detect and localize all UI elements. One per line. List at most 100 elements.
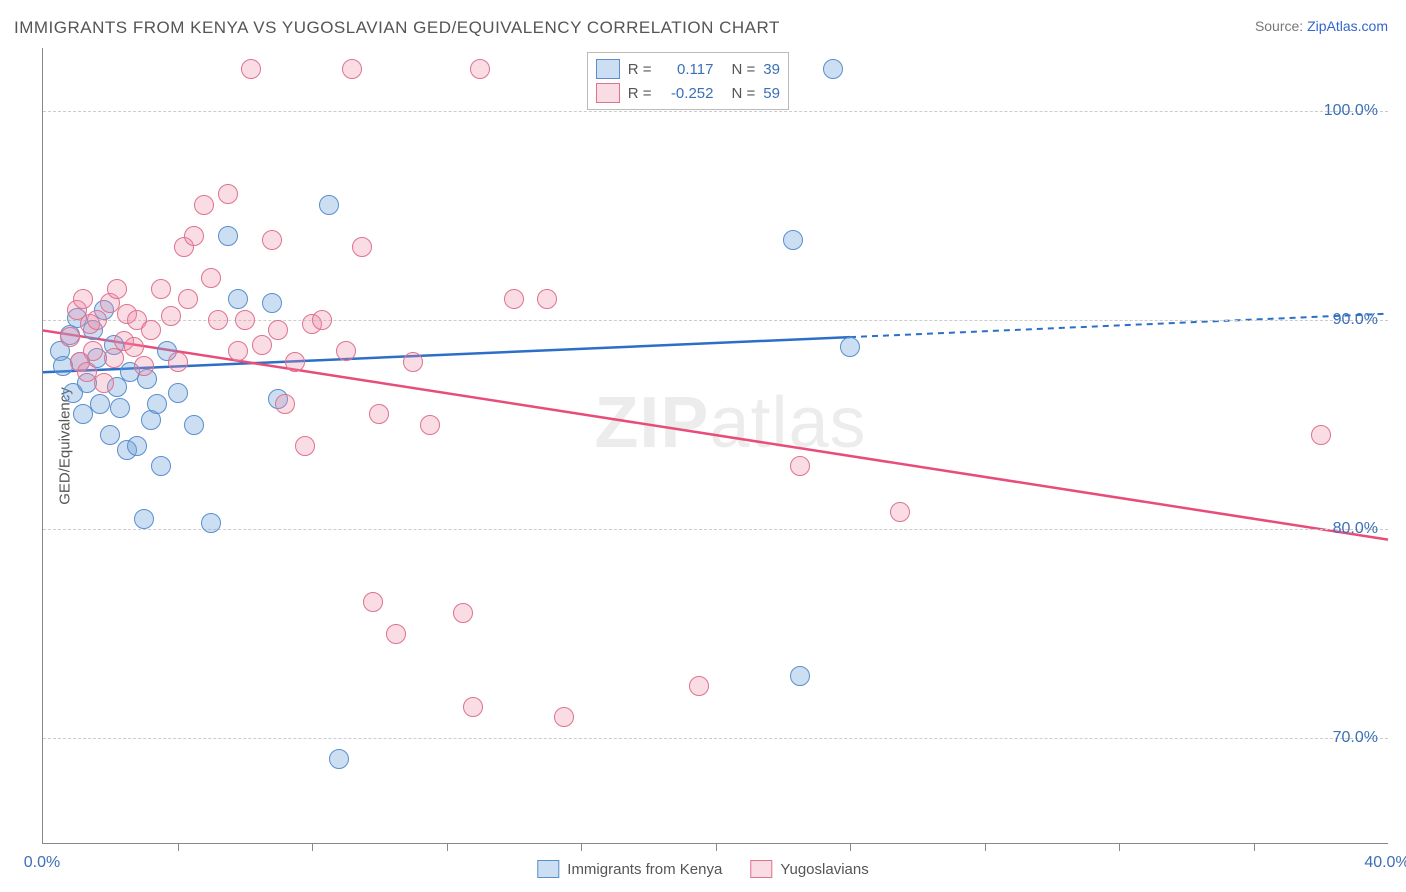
yugoslavian-point	[453, 603, 473, 623]
kenya-point	[218, 226, 238, 246]
kenya-point	[100, 425, 120, 445]
yugoslavian-point	[235, 310, 255, 330]
kenya-point	[184, 415, 204, 435]
y-tick-label: 70.0%	[1333, 729, 1378, 747]
gridline	[43, 738, 1388, 739]
yugoslavian-point	[228, 341, 248, 361]
yugoslavian-point	[94, 373, 114, 393]
chart-title: IMMIGRANTS FROM KENYA VS YUGOSLAVIAN GED…	[14, 18, 780, 38]
x-tick	[447, 843, 448, 851]
n-label: N =	[731, 85, 755, 102]
r-label: R =	[628, 85, 652, 102]
yugoslavian-point	[352, 237, 372, 257]
yugoslavian-point	[790, 456, 810, 476]
x-tick-label: 0.0%	[24, 854, 60, 872]
yugoslavian-point	[134, 356, 154, 376]
gridline	[43, 111, 1388, 112]
x-tick	[850, 843, 851, 851]
yugoslavian-point	[141, 320, 161, 340]
kenya-point	[228, 289, 248, 309]
x-tick	[1119, 843, 1120, 851]
legend-label: Immigrants from Kenya	[567, 861, 722, 878]
yugoslavian-point	[178, 289, 198, 309]
yugoslavian-point	[124, 337, 144, 357]
kenya-point	[201, 513, 221, 533]
r-label: R =	[628, 61, 652, 78]
yugoslavian-point	[201, 268, 221, 288]
yugoslavian-point	[218, 184, 238, 204]
n-value: 59	[763, 85, 780, 102]
yugoslavian-point	[184, 226, 204, 246]
x-tick	[1254, 843, 1255, 851]
legend-swatch	[537, 860, 559, 878]
x-tick	[312, 843, 313, 851]
gridline	[43, 529, 1388, 530]
source-attribution: Source: ZipAtlas.com	[1255, 18, 1388, 34]
yugoslavian-point	[275, 394, 295, 414]
kenya-point	[151, 456, 171, 476]
yugoslavian-point	[262, 230, 282, 250]
kenya-point	[840, 337, 860, 357]
x-tick	[716, 843, 717, 851]
yugoslavian-point	[295, 436, 315, 456]
yugoslavian-point	[268, 320, 288, 340]
kenya-point	[783, 230, 803, 250]
yugoslavian-point	[60, 327, 80, 347]
yugoslavian-point	[194, 195, 214, 215]
x-tick	[581, 843, 582, 851]
yugoslavian-point	[403, 352, 423, 372]
legend-swatch	[596, 83, 620, 103]
n-label: N =	[731, 61, 755, 78]
yugoslavian-point	[537, 289, 557, 309]
yugoslavian-point	[386, 624, 406, 644]
yugoslavian-point	[689, 676, 709, 696]
regression-lines	[43, 48, 1388, 843]
yugoslavian-point	[463, 697, 483, 717]
kenya-point	[127, 436, 147, 456]
yugoslavian-point	[151, 279, 171, 299]
legend-swatch	[596, 59, 620, 79]
yugoslavian-point	[342, 59, 362, 79]
kenya-point	[147, 394, 167, 414]
yugoslavian-point	[168, 352, 188, 372]
y-tick-label: 90.0%	[1333, 311, 1378, 329]
yugoslavian-point	[369, 404, 389, 424]
yugoslavian-point	[87, 310, 107, 330]
kenya-point	[168, 383, 188, 403]
kenya-point	[134, 509, 154, 529]
yugoslavian-point	[241, 59, 261, 79]
legend-item: Immigrants from Kenya	[537, 860, 722, 878]
yugoslavian-point	[252, 335, 272, 355]
yugoslavian-point	[336, 341, 356, 361]
yugoslavian-point	[83, 341, 103, 361]
yugoslavian-point	[554, 707, 574, 727]
legend-label: Yugoslavians	[780, 861, 868, 878]
correlation-legend: R = 0.117 N = 39 R = -0.252 N = 59	[587, 52, 789, 110]
yugoslavian-point	[1311, 425, 1331, 445]
yugoslavian-point	[285, 352, 305, 372]
yugoslavian-point	[470, 59, 490, 79]
yugoslavian-point	[504, 289, 524, 309]
kenya-point	[329, 749, 349, 769]
legend-item: Yugoslavians	[750, 860, 868, 878]
yugoslavian-point	[420, 415, 440, 435]
n-value: 39	[763, 61, 780, 78]
r-value: -0.252	[659, 85, 713, 102]
x-tick	[178, 843, 179, 851]
kenya-point	[262, 293, 282, 313]
yugoslavian-point	[208, 310, 228, 330]
kenya-point	[319, 195, 339, 215]
yugoslavian-point	[107, 279, 127, 299]
x-tick-label: 40.0%	[1364, 854, 1406, 872]
kenya-point	[90, 394, 110, 414]
yugoslavian-point	[312, 310, 332, 330]
source-link[interactable]: ZipAtlas.com	[1307, 18, 1388, 34]
yugoslavian-point	[161, 306, 181, 326]
kenya-point	[110, 398, 130, 418]
kenya-point	[790, 666, 810, 686]
legend-bottom: Immigrants from Kenya Yugoslavians	[537, 860, 868, 878]
r-value: 0.117	[659, 61, 713, 78]
x-tick	[985, 843, 986, 851]
yugoslavian-point	[73, 289, 93, 309]
plot-area: ZIPatlas 70.0%80.0%90.0%100.0%	[42, 48, 1388, 844]
